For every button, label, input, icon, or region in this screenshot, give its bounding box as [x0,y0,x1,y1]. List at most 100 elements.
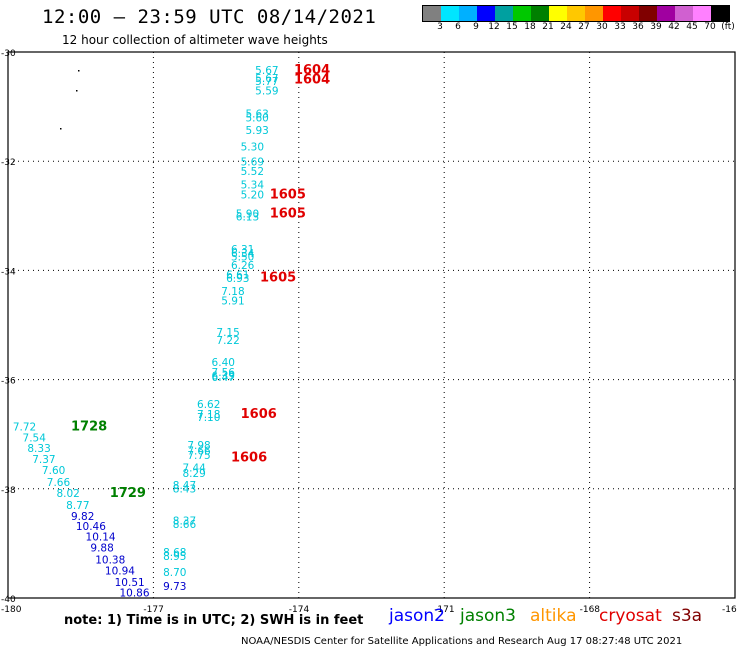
wave-height-label: 10.14 [86,532,116,544]
wave-height-label: 6.47 [212,372,235,384]
color-scale-label: 27 [578,22,590,32]
color-swatch-12 [639,6,657,21]
wave-height-label: 7.18 [197,409,220,421]
wave-height-label: 7.18 [221,286,244,298]
wave-height-label: 8.70 [163,567,186,579]
color-scale-label: 21 [542,22,554,32]
land-speck [78,70,80,72]
wave-height-label: 10.86 [119,587,149,599]
color-scale-label: 6 [455,22,461,32]
wave-height-label: 7.72 [13,421,36,433]
wave-height-label: 7.10 [197,412,220,424]
color-swatch-8 [567,6,585,21]
lon-label: -168 [580,605,601,615]
wave-height-label: 6.34 [231,248,255,260]
wave-height-label: 8.37 [173,515,196,527]
lat-label: -40 [1,595,16,605]
wave-height-label: 8.02 [56,488,79,500]
wave-height-label: 7.66 [47,477,71,489]
color-swatch-4 [495,6,513,21]
footer-credit: NOAA/NESDIS Center for Satellite Applica… [241,636,683,647]
color-swatch-10 [603,6,621,21]
map-border [7,51,736,599]
wave-height-label: 6.39 [212,371,235,383]
color-swatch-6 [531,6,549,21]
footer-note: note: 1) Time is in UTC; 2) SWH is in fe… [64,613,364,628]
pass-time-label: 1606 [241,407,277,422]
wave-height-label: 7.54 [23,432,47,444]
wave-height-label: 5.50 [231,252,254,264]
lon-label: -174 [289,605,310,615]
color-scale-label: 39 [650,22,662,32]
color-scale-label: 45 [686,22,698,32]
wave-height-label: 7.37 [32,454,55,466]
wave-height-label: 6.62 [197,399,220,411]
wave-height-label: 8.95 [163,551,186,563]
color-scale-label: 18 [524,22,536,32]
lat-label: -36 [1,377,16,387]
wave-height-label: 8.68 [163,547,186,559]
color-swatch-15 [693,6,711,21]
lat-label: -38 [1,486,16,496]
lon-label: -177 [143,605,163,615]
wave-height-label: 9.73 [163,581,186,593]
color-scale-label: 15 [506,22,518,32]
wave-height-label: 5.20 [241,189,264,201]
color-swatch-16 [711,6,729,21]
color-swatch-9 [585,6,603,21]
wave-height-label: 8.43 [173,484,196,496]
color-scale-bar [422,5,730,22]
map-subtitle: 12 hour collection of altimeter wave hei… [62,33,328,47]
lat-label: -34 [1,267,16,277]
wave-height-label: 5.77 [255,76,278,88]
wave-height-label: 10.46 [76,521,106,533]
wave-height-label: 7.15 [216,327,239,339]
lon-label: -180 [1,605,22,615]
color-scale-label: 30 [596,22,608,32]
lon-label: -16 [722,605,737,615]
pass-time-label: 1605 [260,270,296,285]
wave-height-label: 5.90 [236,208,259,220]
color-swatch-0 [423,6,441,21]
lat-label: -32 [1,158,16,168]
wave-height-label: 5.59 [255,86,278,98]
wave-height-label: 6.61 [226,270,249,282]
wave-height-label: 7.75 [187,450,210,462]
wave-height-label: 10.51 [115,577,145,589]
pass-time-label: 1604 [294,73,330,88]
pass-time-label: 1606 [231,451,267,466]
color-swatch-7 [549,6,567,21]
color-scale-label: 33 [614,22,626,32]
wave-height-label: 8.77 [66,500,89,512]
wave-height-label: 7.56 [212,367,236,379]
wave-height-label: 5.67 [255,65,278,77]
color-scale-label: 42 [668,22,680,32]
lat-label: -30 [1,49,16,59]
wave-height-label: 7.22 [216,335,239,347]
legend-cryosat: cryosat [599,606,662,626]
wave-height-label: 6.31 [231,244,254,256]
wave-height-label: 5.52 [241,166,264,178]
wave-height-label: 6.40 [212,357,235,369]
wave-height-label: 7.60 [42,465,65,477]
color-swatch-3 [477,6,495,21]
color-swatch-1 [441,6,459,21]
wave-height-label: 7.66 [187,445,211,457]
land-speck [60,128,62,130]
legend-s3a: s3a [672,606,703,626]
wave-height-label: 5.67 [255,73,278,85]
wave-height-label: 6.26 [231,260,255,272]
pass-time-label: 1605 [270,187,306,202]
legend-jason2: jason2 [389,606,445,626]
wave-height-label: 5.91 [221,295,244,307]
lon-label: -171 [434,605,454,615]
land-speck [76,90,78,92]
wave-height-label: 8.29 [182,468,205,480]
wave-height-label: 10.94 [105,566,135,578]
map-title: 12:00 – 23:59 UTC 08/14/2021 [42,6,377,28]
pass-time-label: 1605 [270,206,306,221]
wave-height-label: 5.34 [241,180,265,192]
wave-height-label: 10.38 [95,555,125,567]
color-swatch-14 [675,6,693,21]
